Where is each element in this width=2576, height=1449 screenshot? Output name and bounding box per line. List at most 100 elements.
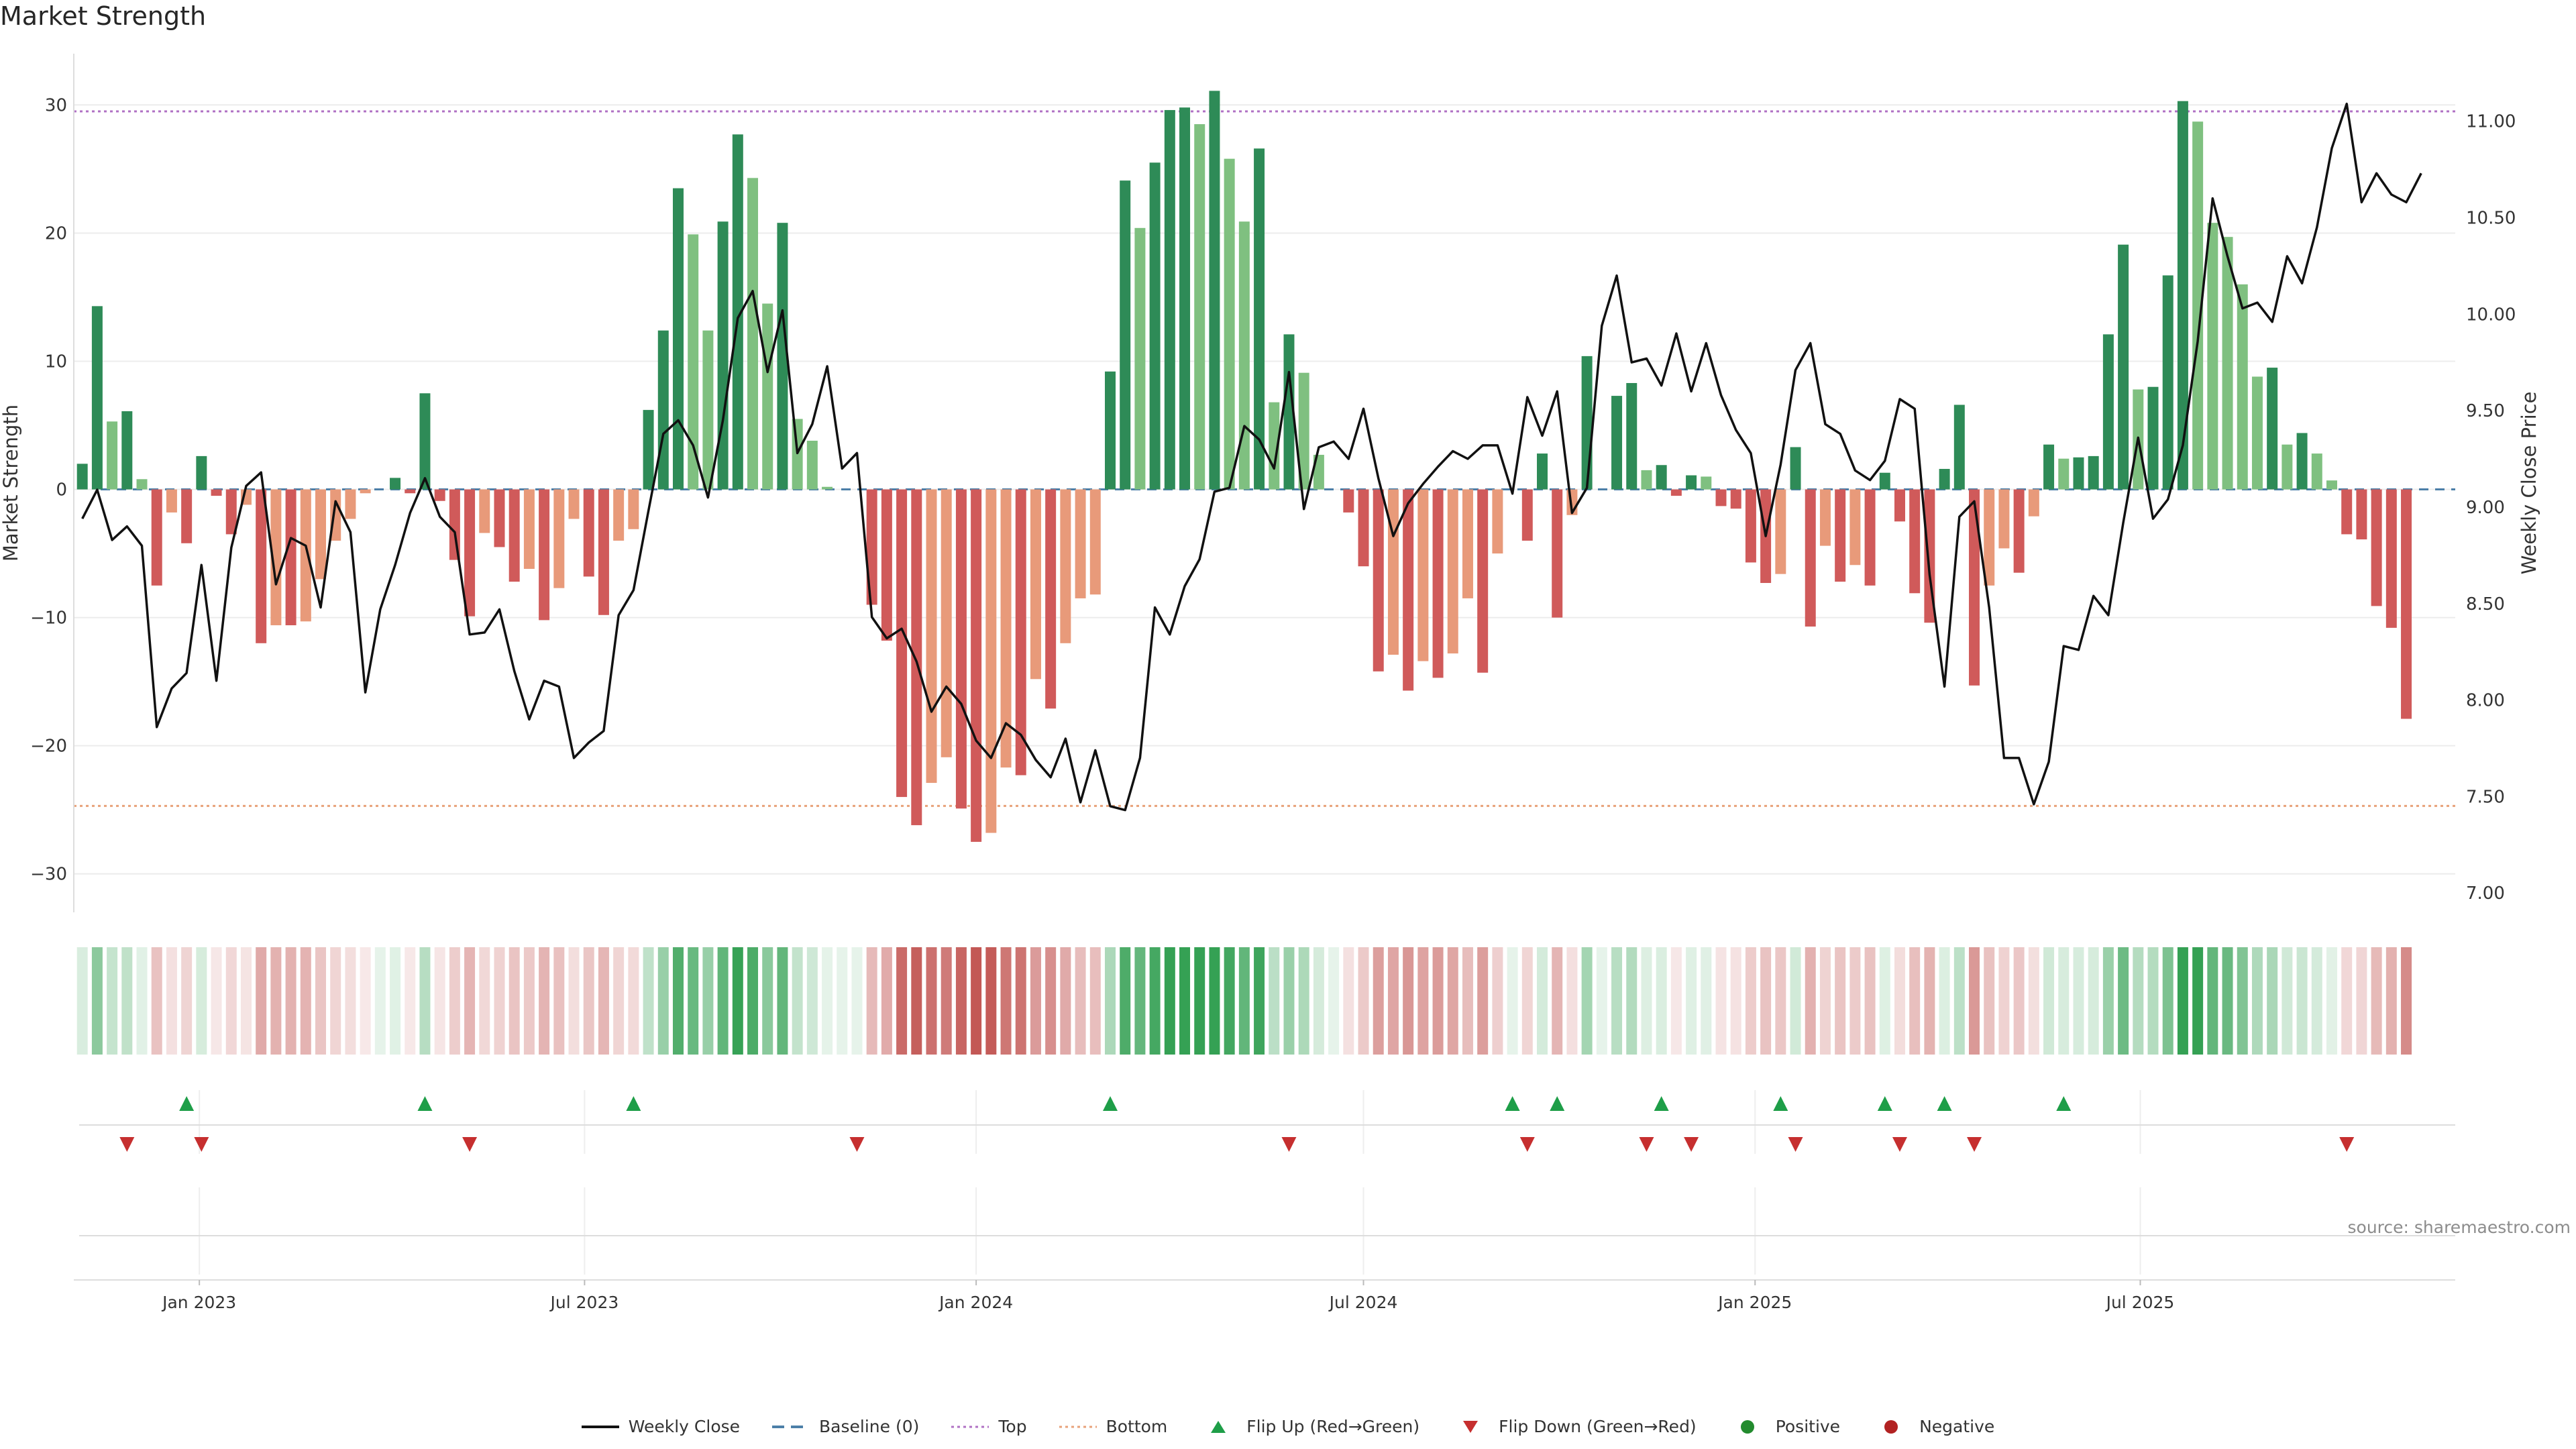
heat-cell	[151, 947, 162, 1055]
flip-down-marker	[849, 1137, 865, 1152]
heat-cell	[2401, 947, 2412, 1055]
left-tick-label: 30	[45, 95, 67, 115]
flip-up-marker	[179, 1096, 195, 1111]
heat-cell	[76, 947, 88, 1055]
strength-bar	[1089, 489, 1101, 595]
strength-bar	[1209, 91, 1220, 490]
heat-cell	[300, 947, 311, 1055]
strength-bar	[1745, 489, 1756, 563]
heat-cell	[494, 947, 505, 1055]
heat-cell	[1060, 947, 1071, 1055]
heat-cell	[1745, 947, 1756, 1055]
strength-bar	[360, 489, 371, 494]
strength-bar	[2073, 457, 2084, 490]
legend-item: Negative	[1872, 1417, 1994, 1436]
flip-up-marker	[1654, 1096, 1669, 1111]
strength-bar	[598, 489, 609, 615]
heat-cell	[985, 947, 997, 1055]
strength-bar	[643, 410, 654, 490]
legend-label: Negative	[1919, 1417, 1995, 1436]
right-tick-label: 9.50	[2466, 401, 2505, 421]
heat-cell	[2341, 947, 2353, 1055]
heat-cell	[2326, 947, 2337, 1055]
legend-swatch	[951, 1426, 989, 1428]
strength-bar	[539, 489, 550, 621]
heat-cell	[2385, 947, 2397, 1055]
heat-cell	[926, 947, 937, 1055]
strength-bar	[1387, 489, 1399, 655]
strength-bar	[1343, 489, 1354, 513]
heat-cell	[2147, 947, 2159, 1055]
strength-bar	[1849, 489, 1861, 566]
legend-label: Top	[998, 1417, 1027, 1436]
strength-bar	[1686, 475, 1697, 490]
y-axis-label-left: Market Strength	[0, 405, 22, 561]
heat-cell	[1790, 947, 1801, 1055]
x-tick-label: Jan 2024	[938, 1293, 1013, 1312]
strength-bar	[1819, 489, 1831, 546]
strength-bar	[1790, 447, 1801, 490]
flip-down-marker	[1519, 1137, 1535, 1152]
heat-cell	[2222, 947, 2233, 1055]
heat-cell	[345, 947, 356, 1055]
heat-cell	[971, 947, 982, 1055]
strength-bar	[1521, 489, 1533, 541]
heat-cell	[1045, 947, 1057, 1055]
strength-bar	[256, 489, 267, 643]
heat-cell	[1715, 947, 1727, 1055]
strength-bar	[926, 489, 937, 784]
flip-up-marker	[1877, 1096, 1892, 1111]
strength-bar	[1656, 465, 1667, 490]
strength-bar	[1969, 489, 1980, 686]
heat-cell	[837, 947, 848, 1055]
strength-bar	[583, 489, 594, 577]
heat-cell	[1417, 947, 1429, 1055]
flip-up-marker	[1937, 1096, 1952, 1111]
strength-bar	[732, 134, 743, 490]
flip-down-marker	[194, 1137, 209, 1152]
strength-bar	[2341, 489, 2353, 535]
heat-cell	[955, 947, 967, 1055]
heat-cell	[1521, 947, 1533, 1055]
strength-bar	[1224, 158, 1235, 490]
chart-title: Market Strength	[0, 1, 207, 31]
left-tick-label: −10	[30, 608, 67, 629]
strength-bars	[76, 91, 2412, 842]
strength-bar	[136, 479, 148, 490]
heat-cell	[732, 947, 743, 1055]
heat-cell	[240, 947, 252, 1055]
strength-bar	[479, 489, 490, 533]
heat-cell	[225, 947, 237, 1055]
strength-bar	[717, 221, 729, 490]
strength-bar	[196, 455, 207, 490]
heat-cell	[1015, 947, 1026, 1055]
legend-circle	[1884, 1419, 1898, 1434]
heat-cell	[405, 947, 416, 1055]
heat-cell	[166, 947, 177, 1055]
strength-bar	[1298, 372, 1309, 490]
strength-bar	[628, 489, 639, 529]
heat-cell	[2267, 947, 2278, 1055]
left-tick-label: −20	[30, 737, 67, 757]
heat-cell	[1269, 947, 1280, 1055]
heat-cell	[2177, 947, 2188, 1055]
strength-bar	[1492, 489, 1503, 554]
heat-cell	[896, 947, 908, 1055]
strength-bar	[672, 188, 684, 490]
strength-bar	[1909, 489, 1921, 594]
strength-bar	[1879, 472, 1890, 490]
legend-label: Bottom	[1106, 1417, 1168, 1436]
legend-triangle-up	[1211, 1420, 1226, 1433]
strength-bar	[1254, 148, 1265, 490]
strength-bar	[2267, 368, 2278, 490]
flip-down-marker	[119, 1137, 135, 1152]
strength-bar	[1670, 489, 1682, 496]
heat-cell	[1819, 947, 1831, 1055]
strength-bar	[390, 478, 401, 490]
flip-up-marker	[417, 1096, 433, 1111]
strength-bar	[1939, 468, 1950, 490]
heat-cell	[1909, 947, 1921, 1055]
heat-cell	[270, 947, 282, 1055]
heat-cell	[1596, 947, 1607, 1055]
left-tick-label: −30	[30, 865, 67, 885]
